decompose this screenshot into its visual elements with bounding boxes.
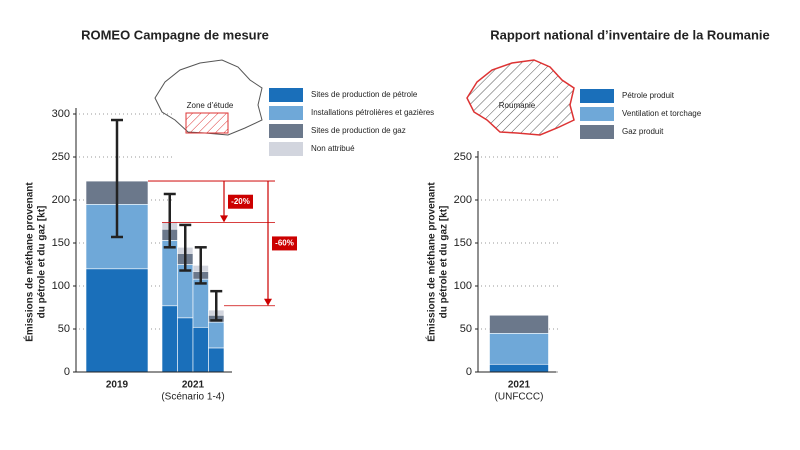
error-bar (194, 246, 207, 285)
error-bar (111, 118, 123, 239)
legend-label: Sites de production de pétrole (311, 90, 418, 99)
y-tick-label: 0 (64, 366, 70, 378)
x-tick-label: 2021 (182, 380, 205, 391)
bar-segment (161, 305, 178, 373)
bar-segment (177, 317, 194, 373)
y-tick-label: 300 (52, 108, 70, 120)
bar-segment (192, 278, 209, 328)
bar-segment (85, 268, 149, 373)
error-bar (210, 289, 223, 322)
chart-title: Rapport national d’inventaire de la Roum… (490, 27, 770, 42)
legend-label: Installations pétrolières et gazières (311, 108, 434, 117)
legend-label: Gaz produit (622, 127, 664, 136)
x-tick-label: 2021 (508, 380, 531, 391)
bar-segment (177, 264, 194, 319)
bar-segment (192, 326, 209, 373)
y-tick-label: 200 (454, 194, 472, 206)
bar-segment (208, 321, 225, 349)
bar-segment (489, 363, 549, 373)
legend-swatch (580, 125, 614, 139)
map (154, 59, 263, 136)
legend-swatch (580, 107, 614, 121)
map (466, 59, 575, 136)
map-label: Roumanie (499, 101, 536, 110)
chart-title: ROMEO Campagne de mesure (81, 27, 269, 42)
legend-swatch (269, 124, 303, 138)
legend-swatch (269, 88, 303, 102)
y-tick-label: 200 (52, 194, 70, 206)
x-tick-label: 2019 (106, 380, 129, 391)
x-tick-note: (UNFCCC) (495, 392, 544, 403)
arrow-head (264, 298, 272, 306)
y-axis-label: du pétrole et du gaz [kt] (37, 206, 48, 319)
legend-label: Pétrole produit (622, 91, 675, 100)
bar-segment (161, 240, 178, 307)
y-tick-label: 0 (466, 366, 472, 378)
bar-segment (489, 314, 549, 334)
arrow-head (220, 215, 228, 223)
y-tick-label: 250 (52, 151, 70, 163)
annotation-label: -20% (231, 197, 250, 206)
y-tick-label: 50 (58, 323, 70, 335)
y-tick-label: 100 (52, 280, 70, 292)
y-axis-label: du pétrole et du gaz [kt] (439, 206, 450, 319)
annotation-box (228, 194, 253, 209)
annotation-label: -60% (275, 239, 294, 248)
map-label: Zone d’étude (187, 101, 234, 110)
annotation-box (272, 236, 297, 251)
error-bar (163, 192, 176, 249)
y-axis-label: Émissions de méthane provenant (425, 182, 438, 342)
error-bar (179, 223, 192, 272)
x-tick-note: (Scénario 1-4) (161, 392, 224, 403)
legend-label: Non attribué (311, 144, 355, 153)
legend-swatch (269, 142, 303, 156)
y-tick-label: 50 (460, 323, 472, 335)
y-tick-label: 250 (454, 151, 472, 163)
legend-label: Sites de production de gaz (311, 126, 406, 135)
y-axis-label: Émissions de méthane provenant (23, 182, 36, 342)
legend-swatch (580, 89, 614, 103)
y-tick-label: 100 (454, 280, 472, 292)
study-zone (185, 112, 229, 134)
y-tick-label: 150 (52, 237, 70, 249)
bar-segment (489, 332, 549, 365)
legend-label: Ventilation et torchage (622, 109, 702, 118)
bar-segment (208, 347, 225, 373)
y-tick-label: 150 (454, 237, 472, 249)
legend-swatch (269, 106, 303, 120)
